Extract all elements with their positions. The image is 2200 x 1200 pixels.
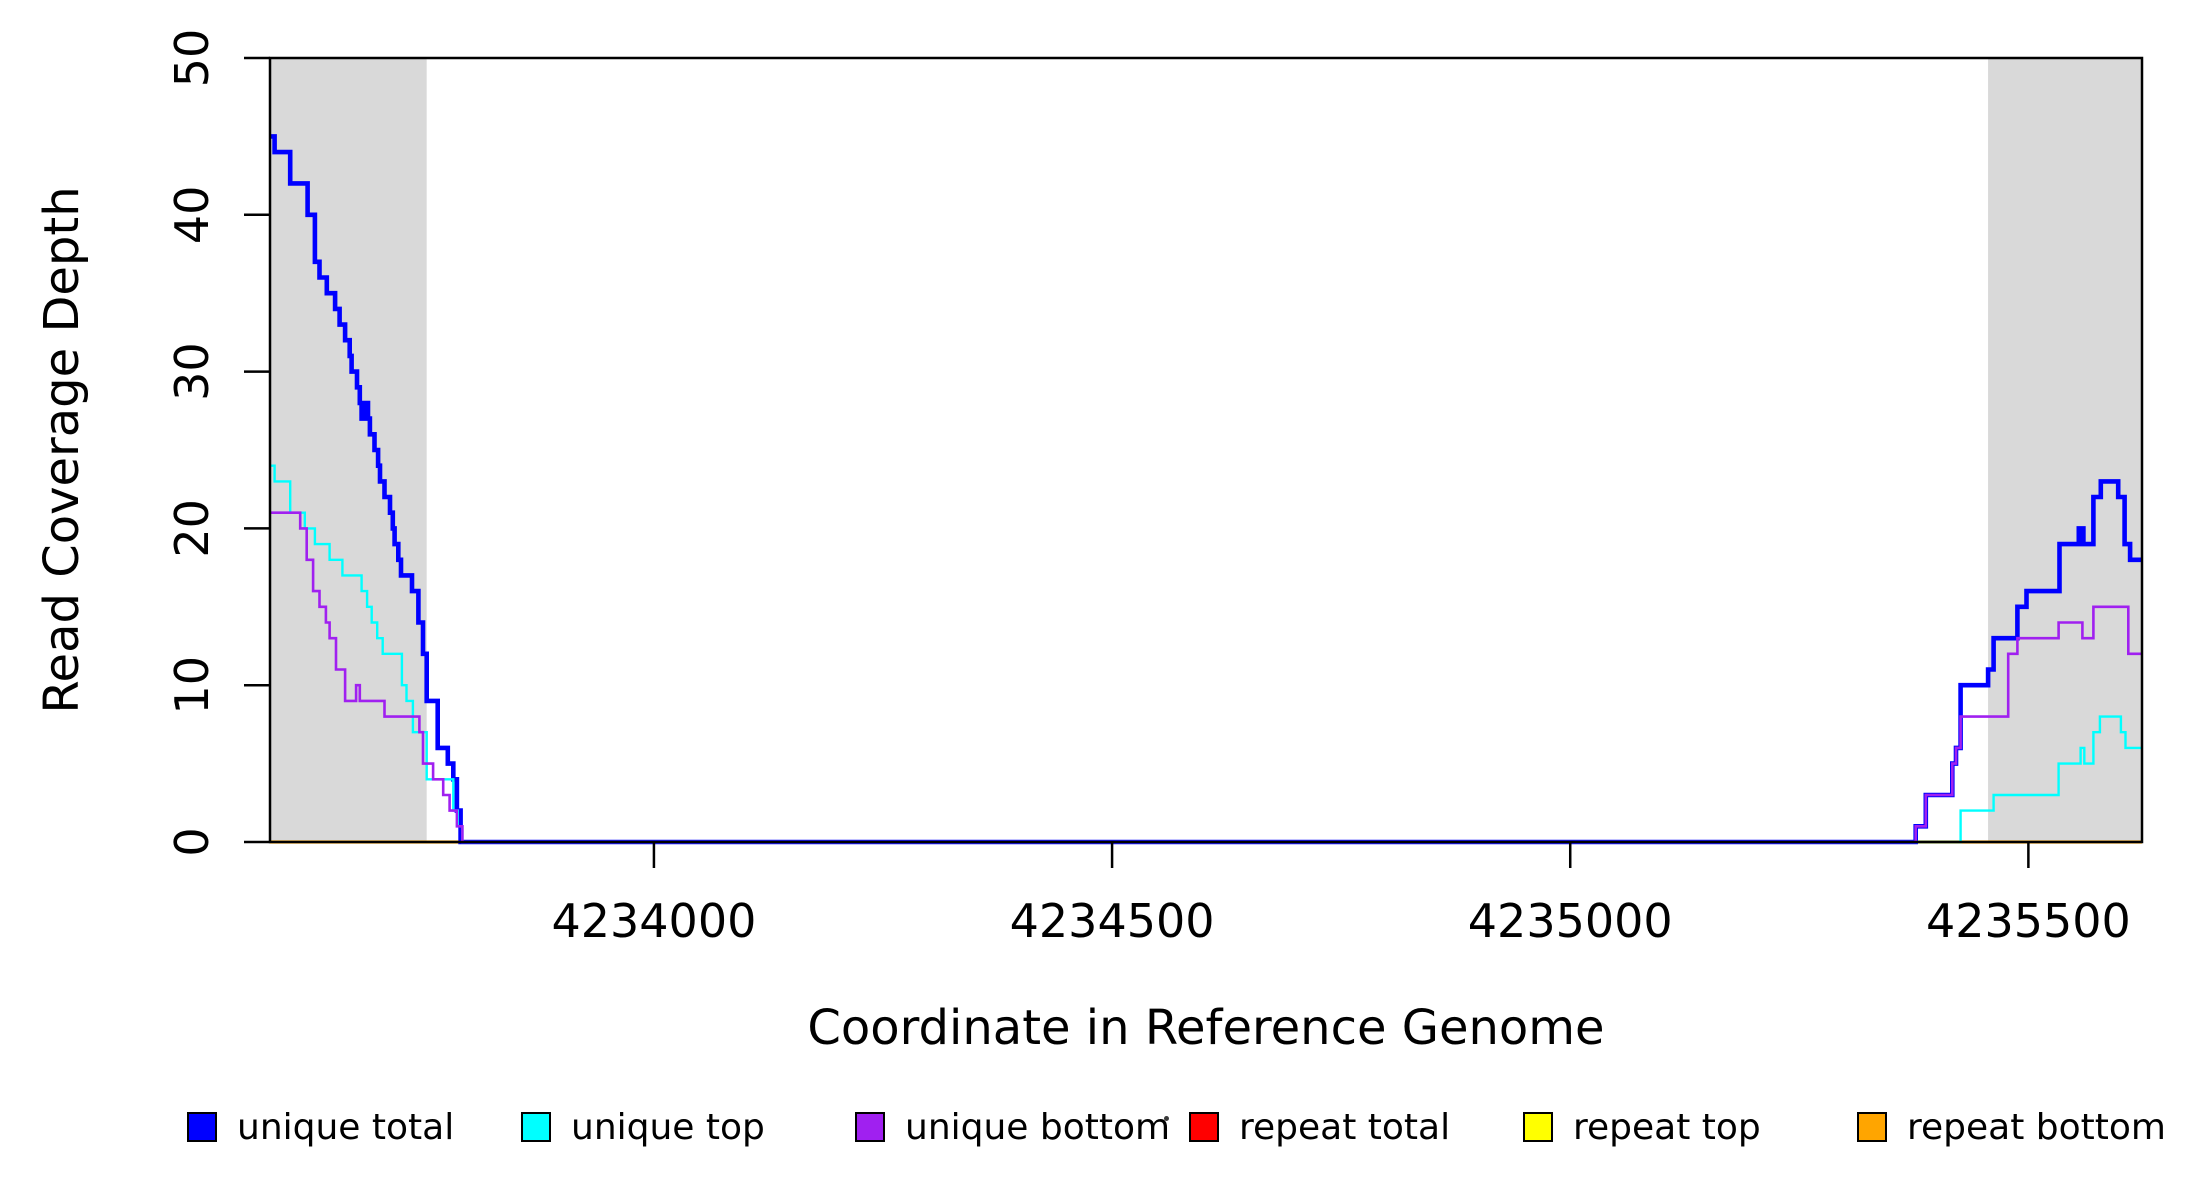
- y-tick-label: 40: [165, 186, 219, 245]
- x-tick-label: 4235000: [1468, 894, 1673, 948]
- legend-label: unique top: [571, 1106, 765, 1148]
- legend-item-repeat-total: repeat total: [1189, 1106, 1451, 1148]
- legend-label: repeat total: [1239, 1106, 1451, 1148]
- legend-item-unique-top: unique top: [521, 1106, 765, 1148]
- legend-label: unique bottom: [905, 1106, 1171, 1148]
- legend-swatch-unique-top: [521, 1112, 551, 1142]
- legend-item-unique-bottom: unique bottom: [855, 1106, 1171, 1148]
- series-unique-total: [270, 134, 2142, 845]
- legend-item-repeat-top: repeat top: [1523, 1106, 1761, 1148]
- x-tick-label: 4234000: [551, 894, 756, 948]
- x-tick-label: 4235500: [1926, 894, 2131, 948]
- y-tick-label: 0: [165, 827, 219, 856]
- y-tick-label: 10: [165, 656, 219, 715]
- legend-item-unique-total: unique total: [187, 1106, 455, 1148]
- legend-swatch-repeat-top: [1523, 1112, 1553, 1142]
- legend-label: repeat top: [1573, 1106, 1761, 1148]
- legend-swatch-repeat-total: [1189, 1112, 1219, 1142]
- y-axis-title: Read Coverage Depth: [34, 186, 90, 714]
- series-unique-bottom: [270, 511, 2142, 844]
- legend-item-repeat-bottom: repeat bottom: [1857, 1106, 2166, 1148]
- x-axis-title: Coordinate in Reference Genome: [807, 1000, 1605, 1056]
- legend: unique total unique top unique bottom repea…: [0, 1106, 2200, 1148]
- shaded-region: [270, 58, 427, 842]
- legend-swatch-unique-bottom: [855, 1112, 885, 1142]
- x-tick-label: 4234500: [1010, 894, 1215, 948]
- y-tick-label: 50: [165, 29, 219, 88]
- legend-label: repeat bottom: [1907, 1106, 2166, 1148]
- legend-swatch-repeat-bottom: [1857, 1112, 1887, 1142]
- y-tick-label: 30: [165, 342, 219, 401]
- shaded-region: [1988, 58, 2142, 842]
- legend-label: unique total: [237, 1106, 455, 1148]
- plot-box: [268, 56, 2144, 844]
- stray-dot: [1164, 1116, 1169, 1121]
- series-unique-top: [270, 464, 2142, 844]
- y-tick-label: 20: [165, 499, 219, 558]
- legend-swatch-unique-total: [187, 1112, 217, 1142]
